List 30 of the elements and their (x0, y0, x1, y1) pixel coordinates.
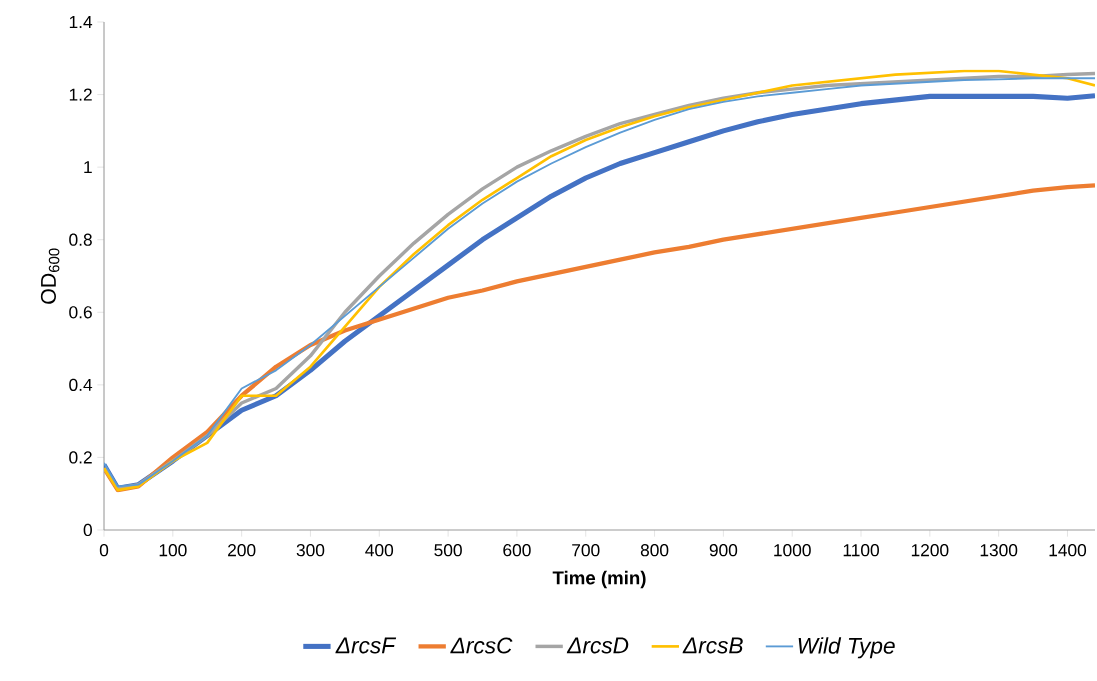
y-tick-label: 1 (84, 161, 92, 174)
y-axis-title: OD$_{600}$ (40, 248, 60, 304)
x-tick-label: 1100 (843, 544, 879, 557)
x-tick-label: 1200 (911, 544, 949, 557)
y-tick-label: 1.4 (69, 16, 93, 28)
x-tick-label: 1000 (774, 544, 811, 557)
x-tick-label: 0 (99, 544, 109, 557)
x-tick-label: 900 (709, 544, 738, 557)
y-tick-label: 1.2 (69, 88, 92, 101)
x-tick-label: 300 (296, 544, 325, 557)
x-tick-label: 800 (640, 544, 669, 557)
x-tick-label: 500 (434, 544, 462, 557)
x-tick-label: 1400 (1049, 544, 1087, 557)
y-tick-label: 0 (83, 523, 92, 537)
legend-label: Wild Type (798, 637, 895, 659)
x-tick-label: 1300 (980, 544, 1018, 557)
legend-label: ΔrcsD (566, 637, 629, 654)
y-tick-label: 0.6 (69, 306, 92, 319)
y-tick-label: 0.4 (69, 378, 93, 391)
x-tick-label: 200 (228, 544, 256, 557)
x-tick-label: 400 (365, 544, 394, 557)
legend-label: ΔrcsC (450, 637, 513, 654)
x-tick-label: 600 (503, 544, 531, 557)
x-tick-label: 100 (159, 544, 187, 557)
legend-label: ΔrcsB (682, 637, 743, 654)
y-tick-label: 0.8 (69, 233, 92, 246)
y-tick-label: 0.2 (69, 451, 92, 464)
x-tick-label: 700 (572, 544, 600, 557)
x-axis-title: Time (min) (552, 570, 646, 589)
legend-label: ΔrcsF (335, 637, 397, 654)
